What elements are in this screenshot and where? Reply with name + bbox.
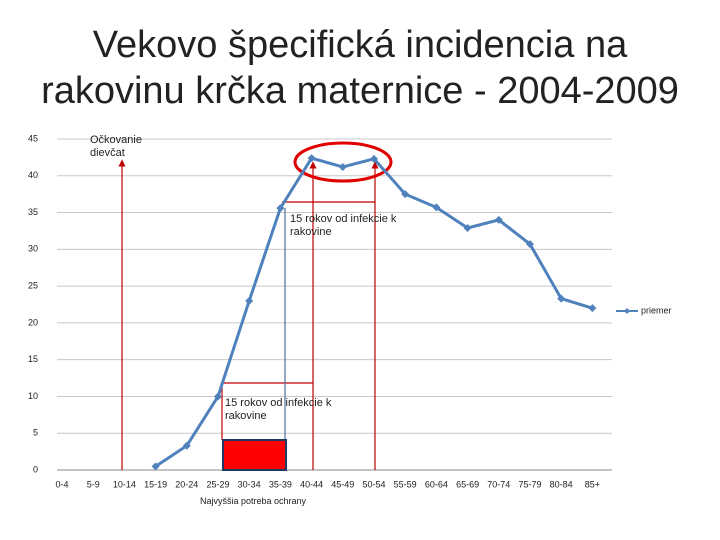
point-marker bbox=[338, 162, 347, 171]
point-marker bbox=[214, 392, 222, 401]
point-marker bbox=[526, 240, 534, 249]
point-marker bbox=[494, 215, 503, 224]
annotation: 15 rokov od infekcie k rakovine bbox=[290, 213, 397, 238]
x-tick-label: 20-24 bbox=[175, 479, 198, 489]
x-tick-label: 55-59 bbox=[394, 479, 417, 489]
point-marker bbox=[463, 224, 472, 233]
point-marker bbox=[370, 154, 378, 163]
x-tick-label: 40-44 bbox=[300, 479, 323, 489]
x-tick-label: 45-49 bbox=[331, 479, 354, 489]
y-tick-label: 15 bbox=[28, 354, 38, 364]
x-tick-label: 80-84 bbox=[550, 479, 573, 489]
peak-circle bbox=[293, 141, 393, 183]
x-tick-label: 30-34 bbox=[238, 479, 261, 489]
point-marker bbox=[245, 296, 254, 305]
x-tick-label: 70-74 bbox=[487, 479, 510, 489]
x-tick-label: 65-69 bbox=[456, 479, 479, 489]
y-tick-label: 45 bbox=[28, 133, 38, 143]
y-tick-label: 35 bbox=[28, 207, 38, 217]
annotation: Najvyššia potreba ochrany bbox=[200, 496, 307, 506]
point-marker bbox=[401, 190, 410, 199]
point-marker bbox=[588, 304, 597, 313]
y-tick-label: 0 bbox=[33, 464, 38, 474]
y-tick-label: 25 bbox=[28, 280, 38, 290]
slide-title: Vekovo špecifická incidencia na rakovinu… bbox=[41, 24, 679, 112]
x-tick-label: 50-54 bbox=[362, 479, 385, 489]
y-tick-label: 5 bbox=[33, 428, 38, 438]
x-tick-label: 5-9 bbox=[87, 479, 100, 489]
x-tick-label: 0-4 bbox=[55, 479, 68, 489]
x-tick-label: 60-64 bbox=[425, 479, 448, 489]
point-marker bbox=[557, 294, 566, 303]
y-tick-label: 20 bbox=[28, 317, 38, 327]
x-tick-label: 85+ bbox=[585, 479, 600, 489]
y-tick-label: 30 bbox=[28, 244, 38, 254]
point-marker bbox=[432, 203, 441, 212]
legend-label: priemer bbox=[641, 305, 672, 315]
series-line bbox=[154, 156, 593, 468]
annotation: 15 rokov od infekcie k rakovine bbox=[225, 397, 332, 422]
x-tick-label: 35-39 bbox=[269, 479, 292, 489]
point-marker bbox=[182, 441, 191, 450]
x-tick-label: 10-14 bbox=[113, 479, 136, 489]
annotation: Očkovanie dievčat bbox=[90, 134, 142, 159]
y-tick-label: 40 bbox=[28, 170, 38, 180]
x-tick-label: 75-79 bbox=[518, 479, 541, 489]
y-tick-label: 10 bbox=[28, 391, 38, 401]
point-marker bbox=[151, 462, 160, 471]
legend-marker bbox=[624, 308, 630, 314]
highlight-box bbox=[222, 439, 287, 471]
x-tick-label: 15-19 bbox=[144, 479, 167, 489]
point-marker bbox=[276, 204, 285, 213]
point-marker bbox=[307, 154, 316, 163]
x-tick-label: 25-29 bbox=[206, 479, 229, 489]
